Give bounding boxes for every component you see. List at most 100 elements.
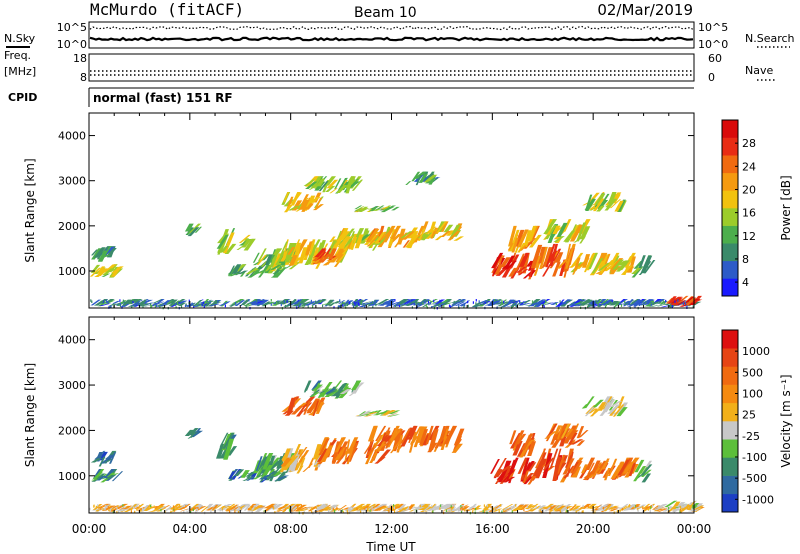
vel-ground-speckle (89, 507, 91, 511)
time-axis-label: Time UT (365, 540, 416, 554)
vel-ground-speckle (452, 508, 454, 512)
power-echo-streak (283, 204, 293, 213)
power-ground-speckle (322, 304, 324, 308)
power-ground-speckle (342, 301, 344, 305)
power-echo-streak (395, 304, 406, 307)
vel-echo-streak (589, 506, 600, 509)
vel-ground-speckle (396, 510, 398, 513)
vel-ground-speckle (647, 508, 649, 511)
power-ground-speckle (333, 306, 335, 309)
vel-echo-streak (381, 435, 394, 442)
power-echo-streak (569, 224, 584, 242)
power-ground-speckle (398, 304, 401, 308)
power-ground-speckle (119, 299, 121, 302)
vel-ground-speckle (450, 505, 452, 508)
power-echo-streak (390, 225, 401, 240)
vel-echo-streak (349, 509, 361, 512)
power-echo-streak (416, 303, 428, 307)
vel-echo-streak (544, 431, 557, 439)
power-ground-speckle (453, 300, 455, 304)
vel-echo-streak (306, 398, 321, 414)
vel-echo-streak (608, 508, 619, 512)
vel-echo-streak (276, 475, 290, 480)
power-echo-streak (542, 302, 552, 306)
power-echo-streak (366, 228, 380, 242)
vel-echo-streak (639, 465, 647, 474)
power-echo-streak (287, 246, 296, 255)
power-ground-speckle (315, 300, 317, 304)
vel-ground-speckle (637, 509, 639, 512)
vel-ground-speckle (373, 508, 375, 511)
vel-echo-streak (230, 508, 244, 511)
vel-echo-streak (256, 508, 265, 510)
power-echo-streak (139, 303, 151, 307)
power-echo-streak (667, 296, 677, 304)
vel-echo-streak (630, 506, 641, 511)
power-echo-streak (518, 303, 532, 306)
power-ground-speckle (235, 301, 237, 305)
vel-ground-speckle (134, 510, 136, 514)
vel-ground-speckle (530, 508, 532, 511)
power-echo-streak (372, 209, 382, 211)
power-ground-speckle (531, 300, 534, 303)
power-ground-speckle (416, 302, 418, 305)
vel-ground-speckle (238, 506, 240, 510)
power-ground-speckle (301, 299, 303, 303)
power-echo-streak (550, 302, 559, 305)
vel-colorbar-tick-label: -25 (742, 430, 760, 443)
power-echo-streak (607, 191, 617, 204)
vel-echo-streak (383, 410, 397, 414)
power-ground-speckle (682, 302, 684, 306)
vel-echo-streak (511, 506, 523, 511)
vel-echo-streak (92, 472, 103, 480)
vel-ground-speckle (360, 510, 362, 514)
power-echo-streak (402, 240, 410, 248)
vel-echo-streak (628, 462, 637, 477)
power-echo-streak (418, 298, 431, 304)
power-echo-streak (298, 247, 308, 264)
vel-ground-speckle (250, 508, 252, 511)
power-echo-streak (324, 176, 336, 186)
vel-echo-streak (357, 505, 368, 511)
time-tick-label: 00:00 (72, 522, 107, 536)
power-echo-streak (201, 301, 215, 304)
power-panel: 1000 2000 3000 4000 (58, 112, 703, 310)
vel-echo-streak (324, 388, 333, 393)
vel-echo-streak (529, 503, 539, 510)
vel-echo-streak (211, 504, 219, 511)
power-echo-streak (241, 239, 252, 248)
vel-echo-streak (303, 382, 311, 393)
power-echo-streak (491, 252, 504, 269)
power-ground-speckle (312, 305, 314, 308)
power-ground-speckle (579, 300, 581, 304)
vel-ground-speckle (234, 510, 236, 513)
power-ground-speckle (283, 300, 286, 303)
power-echo-streak (609, 199, 622, 209)
vel-ground-speckle (100, 507, 102, 511)
vel-echo-streak (311, 380, 322, 390)
power-ground-speckle (360, 302, 363, 305)
vel-echo-streak (240, 503, 251, 510)
vel-ground-speckle (483, 504, 485, 507)
vel-echo-streak (277, 504, 289, 509)
vel-ground-speckle (371, 506, 373, 509)
power-echo-streak (104, 300, 116, 305)
vel-colorbar-tick-label: 500 (742, 366, 763, 379)
vel-echo-streak (533, 458, 546, 477)
vel-echo-streak (637, 504, 647, 509)
vel-ground-speckle (574, 504, 576, 507)
power-echo-streak (153, 301, 165, 306)
vel-echo-streak (634, 459, 645, 473)
power-ground-speckle (509, 301, 511, 304)
vel-ground-speckle (196, 509, 198, 512)
vel-ground-speckle (495, 509, 497, 512)
vel-echo-streak (522, 470, 529, 483)
power-echo-streak (177, 300, 188, 304)
vel-ground-speckle (237, 504, 239, 508)
power-echo-streak (306, 195, 316, 207)
vel-echo-streak (338, 392, 348, 399)
velocity-colorbar: 1000 500 100 25 -25 -100 -500 -1000 (721, 329, 774, 513)
power-echo-streak (471, 302, 483, 307)
vel-colorbar-swatch (722, 421, 738, 440)
vel-echo-streak (576, 440, 586, 446)
